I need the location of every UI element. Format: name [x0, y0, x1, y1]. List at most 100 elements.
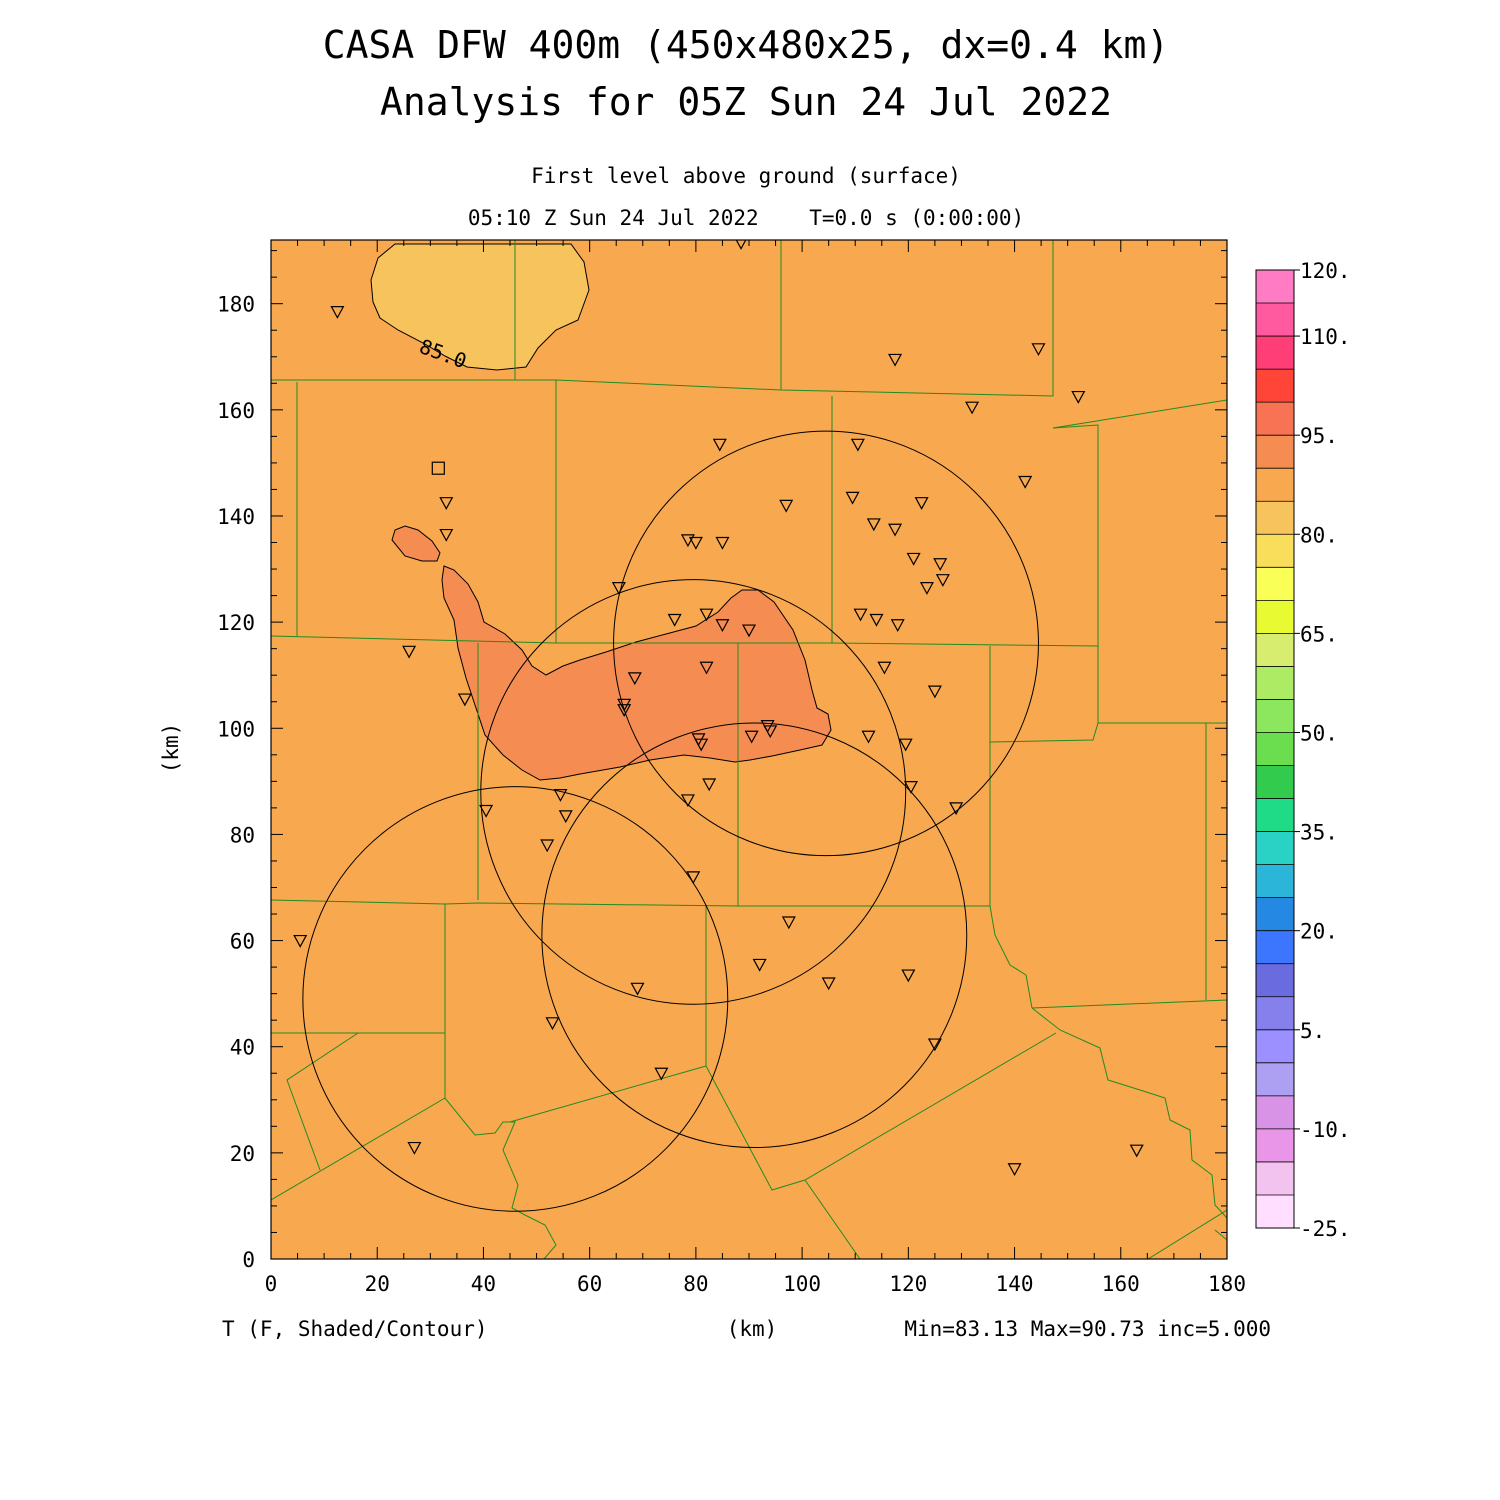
colorbar-swatch — [1256, 963, 1294, 998]
y-axis-tick-label: 140 — [217, 505, 255, 529]
station-triangle-marker — [763, 725, 778, 739]
plot-area: 85.0 — [271, 240, 1227, 1259]
station-triangle-marker — [330, 306, 345, 319]
y-axis-tick-label: 20 — [230, 1142, 255, 1166]
county-line — [286, 1032, 359, 1171]
colorbar-swatch — [1256, 600, 1294, 634]
x-axis-tick-label: 60 — [577, 1272, 602, 1296]
y-axis-tick-label: 0 — [242, 1248, 255, 1272]
station-triangle-marker — [744, 730, 759, 744]
y-axis-tick-label: 120 — [217, 611, 255, 635]
colorbar-swatch — [1256, 1128, 1294, 1163]
station-triangle-marker — [545, 1017, 560, 1031]
colorbar-swatch — [1256, 930, 1294, 965]
colorbar-tick-label: 80. — [1300, 523, 1338, 547]
x-axis-tick-label: 40 — [471, 1272, 496, 1296]
station-triangle-marker — [715, 536, 730, 550]
colorbar-tick-label: 20. — [1300, 920, 1338, 944]
station-triangle-marker — [888, 523, 903, 537]
station-triangle-marker — [553, 789, 568, 802]
colorbar-swatch — [1256, 897, 1294, 932]
station-triangle-marker — [654, 1067, 669, 1081]
x-axis-tick-label: 20 — [365, 1272, 390, 1296]
county-line — [989, 905, 1033, 1009]
county-line — [509, 1032, 1057, 1191]
colorbar-swatch — [1256, 831, 1294, 866]
station-triangle-marker — [712, 438, 727, 452]
radar-range-ring — [480, 579, 907, 1005]
colorbar-swatch — [1256, 1095, 1294, 1130]
station-triangle-marker — [293, 934, 308, 948]
station-triangle-marker — [901, 969, 916, 983]
colorbar-tick-label: 65. — [1300, 622, 1338, 646]
y-axis-tick-label: 160 — [217, 399, 255, 423]
colorbar-tick-label: 120. — [1300, 259, 1351, 283]
y-axis-tick-label: 180 — [217, 293, 255, 317]
station-triangle-marker — [779, 499, 794, 513]
station-triangle-marker — [1031, 343, 1046, 357]
colorbar-swatch — [1256, 567, 1294, 601]
colorbar-tick-label: 35. — [1300, 821, 1338, 845]
y-axis-tick-label: 60 — [230, 930, 255, 954]
colorbar-swatch — [1256, 765, 1294, 800]
station-triangle-marker — [688, 536, 703, 550]
station-triangle-marker — [667, 613, 682, 627]
colorbar-swatch — [1256, 501, 1294, 535]
colorbar-swatch — [1256, 798, 1294, 833]
station-triangle-marker — [1018, 475, 1033, 489]
station-triangle-marker — [611, 582, 626, 595]
time-subtitle: 05:10 Z Sun 24 Jul 2022 T=0.0 s (0:00:00… — [468, 206, 1024, 230]
station-triangle-marker — [781, 916, 796, 930]
colorbar-tick-label: -25. — [1300, 1217, 1351, 1241]
radar-range-rings — [302, 430, 1039, 1212]
station-triangle-marker — [866, 518, 881, 532]
axes: 0 20 40 60 80 100 120 140 160 180 0 20 40 60 80 100 120 1… — [217, 240, 1246, 1296]
colorbar-swatch — [1256, 336, 1294, 370]
station-triangle-marker — [627, 672, 642, 686]
colorbar-tick-label: 50. — [1300, 721, 1338, 745]
colorbar-tick-label: 5. — [1300, 1019, 1325, 1043]
station-triangle-marker — [869, 613, 884, 627]
station-triangle-marker — [630, 982, 645, 996]
station-triangle-marker — [479, 804, 494, 818]
station-triangle-marker — [558, 810, 573, 824]
county-line — [1031, 999, 1227, 1009]
colorbar-swatch — [1256, 303, 1294, 337]
county-line — [271, 899, 990, 907]
radar-range-ring — [613, 430, 1039, 857]
station-triangle-marker — [439, 528, 454, 542]
station-triangle-marker — [933, 558, 948, 571]
station-triangle-marker — [821, 977, 836, 991]
y-axis-tick-label: 80 — [230, 823, 255, 847]
station-triangle-marker — [927, 685, 942, 699]
station-triangle-marker — [890, 619, 905, 633]
colorbar-swatch — [1256, 1062, 1294, 1097]
station-triangle-marker — [853, 608, 868, 622]
x-axis-tick-label: 100 — [783, 1272, 821, 1296]
station-triangle-marker — [402, 645, 417, 659]
temperature-region-above-90 — [391, 525, 441, 562]
station-triangle-marker — [457, 693, 472, 707]
station-triangle-marker — [965, 401, 980, 415]
station-triangle-marker — [914, 497, 929, 510]
colorbar-swatch — [1256, 864, 1294, 899]
colorbar-swatch — [1256, 996, 1294, 1031]
station-markers — [293, 240, 1144, 1177]
colorbar-swatch — [1256, 1161, 1294, 1196]
colorbar-swatch — [1256, 402, 1294, 436]
station-triangle-marker — [680, 794, 695, 808]
radar-range-ring — [302, 786, 729, 1212]
x-axis-tick-label: 140 — [996, 1272, 1034, 1296]
county-line — [1052, 399, 1227, 429]
x-axis-tick-label: 160 — [1102, 1272, 1140, 1296]
colorbar-swatch — [1256, 435, 1294, 469]
radar-range-ring — [541, 722, 968, 1149]
station-triangle-marker — [735, 240, 747, 250]
figure-title-line-2: Analysis for 05Z Sun 24 Jul 2022 — [380, 80, 1112, 124]
station-triangle-marker — [702, 778, 717, 792]
level-subtitle: First level above ground (surface) — [531, 164, 961, 188]
station-triangle-marker — [861, 730, 876, 744]
station-triangle-marker — [888, 353, 903, 367]
county-line — [271, 1097, 557, 1259]
colorbar-swatch — [1256, 633, 1294, 667]
